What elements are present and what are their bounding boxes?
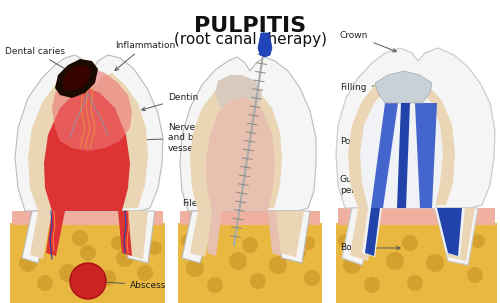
Text: Gutta
percha: Gutta percha: [340, 175, 400, 195]
Polygon shape: [350, 208, 378, 261]
Polygon shape: [338, 208, 495, 225]
Text: Dental caries: Dental caries: [5, 46, 68, 71]
Polygon shape: [52, 68, 132, 151]
Circle shape: [407, 275, 423, 291]
Circle shape: [59, 264, 77, 282]
Polygon shape: [206, 97, 275, 211]
Polygon shape: [371, 103, 398, 208]
Polygon shape: [15, 55, 163, 211]
Polygon shape: [207, 211, 222, 256]
Polygon shape: [348, 71, 455, 208]
Text: PULPITIS: PULPITIS: [194, 16, 306, 36]
Circle shape: [304, 270, 320, 286]
Polygon shape: [365, 208, 380, 256]
Circle shape: [148, 241, 162, 255]
Text: Abscess: Abscess: [92, 280, 166, 289]
Circle shape: [290, 245, 306, 261]
Text: Crown: Crown: [340, 31, 396, 52]
Polygon shape: [336, 48, 495, 208]
Text: Post: Post: [340, 136, 400, 145]
Circle shape: [364, 277, 380, 293]
Polygon shape: [30, 211, 52, 259]
Circle shape: [19, 254, 37, 272]
Circle shape: [111, 236, 125, 250]
Circle shape: [181, 234, 195, 248]
Polygon shape: [12, 211, 163, 225]
Circle shape: [386, 252, 404, 270]
Text: Nerves
and blood
vessels: Nerves and blood vessels: [116, 123, 213, 153]
Polygon shape: [375, 71, 432, 103]
Circle shape: [467, 267, 483, 283]
Polygon shape: [270, 211, 310, 263]
Polygon shape: [182, 211, 215, 263]
Polygon shape: [22, 211, 52, 263]
Text: Dentin: Dentin: [142, 94, 198, 111]
Polygon shape: [215, 75, 262, 108]
Polygon shape: [397, 103, 410, 208]
Circle shape: [137, 265, 153, 281]
Circle shape: [186, 259, 204, 277]
Polygon shape: [435, 208, 475, 261]
Polygon shape: [415, 103, 437, 208]
Polygon shape: [362, 208, 382, 257]
Polygon shape: [62, 65, 91, 91]
Polygon shape: [44, 88, 130, 211]
Polygon shape: [118, 211, 155, 263]
Circle shape: [250, 273, 266, 289]
Circle shape: [37, 275, 53, 291]
Polygon shape: [178, 223, 322, 303]
Circle shape: [242, 237, 258, 253]
Polygon shape: [118, 211, 148, 259]
Circle shape: [116, 249, 134, 267]
Polygon shape: [435, 208, 478, 265]
Polygon shape: [46, 211, 65, 256]
Polygon shape: [180, 211, 320, 225]
Text: Bone: Bone: [340, 244, 400, 252]
Polygon shape: [342, 208, 378, 265]
Polygon shape: [268, 211, 281, 256]
Polygon shape: [180, 57, 316, 211]
Circle shape: [100, 270, 116, 286]
Polygon shape: [270, 211, 304, 257]
Circle shape: [207, 277, 223, 293]
Polygon shape: [258, 33, 272, 57]
Circle shape: [229, 252, 247, 270]
Circle shape: [471, 234, 485, 248]
Circle shape: [72, 230, 88, 246]
Circle shape: [80, 245, 96, 261]
Circle shape: [301, 236, 315, 250]
Polygon shape: [55, 59, 98, 98]
Circle shape: [426, 254, 444, 272]
Circle shape: [338, 234, 352, 248]
Circle shape: [70, 263, 106, 299]
Text: Inflammation: Inflammation: [115, 41, 176, 71]
Polygon shape: [360, 83, 443, 208]
Polygon shape: [437, 208, 462, 256]
Polygon shape: [435, 208, 465, 257]
Circle shape: [402, 235, 418, 251]
Polygon shape: [28, 71, 148, 211]
Circle shape: [269, 256, 287, 274]
Polygon shape: [118, 211, 132, 256]
Polygon shape: [190, 211, 215, 257]
Text: (root canal therapy): (root canal therapy): [174, 32, 326, 47]
Circle shape: [28, 231, 42, 245]
Text: File: File: [182, 188, 240, 208]
Circle shape: [447, 240, 463, 256]
Circle shape: [343, 256, 361, 274]
Text: Filling: Filling: [340, 82, 400, 92]
Polygon shape: [10, 223, 165, 303]
Polygon shape: [190, 77, 282, 211]
Polygon shape: [336, 223, 497, 303]
